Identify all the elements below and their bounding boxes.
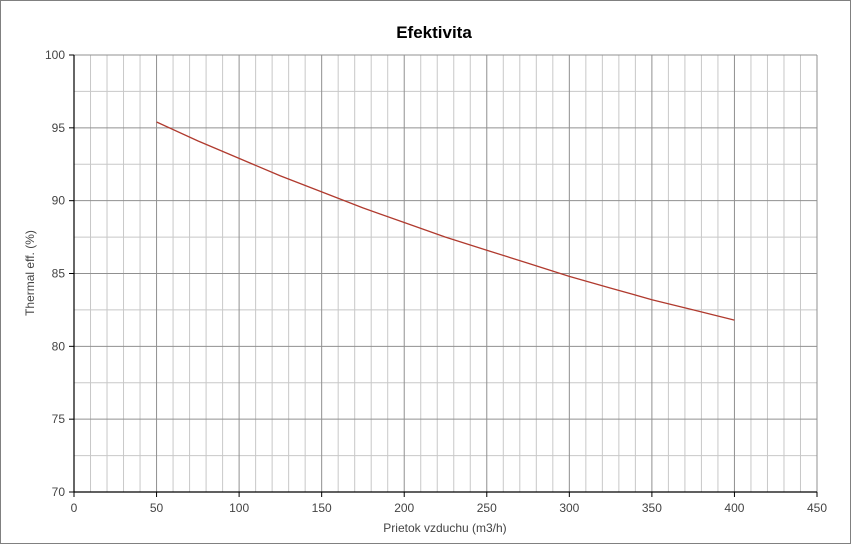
y-tick-label: 85	[52, 267, 66, 281]
y-tick-label: 75	[52, 412, 66, 426]
x-tick-label: 50	[150, 501, 164, 515]
y-tick-label: 100	[45, 48, 65, 62]
x-tick-label: 250	[477, 501, 497, 515]
y-tick-label: 70	[52, 485, 66, 499]
axes	[69, 54, 818, 497]
x-tick-label: 350	[642, 501, 662, 515]
y-tick-label: 80	[52, 339, 66, 353]
x-tick-label: 150	[312, 501, 332, 515]
x-tick-label: 200	[394, 501, 414, 515]
x-tick-label: 450	[807, 501, 827, 515]
chart-title: Efektivita	[396, 23, 472, 42]
x-axis-label: Prietok vzduchu (m3/h)	[383, 521, 506, 535]
x-tick-label: 300	[559, 501, 579, 515]
y-axis-label: Thermal eff. (%)	[23, 230, 37, 316]
x-tick-label: 100	[229, 501, 249, 515]
grid-major	[74, 54, 818, 492]
series-layer	[156, 121, 735, 321]
x-tick-label: 400	[724, 501, 744, 515]
x-tick-label: 0	[71, 501, 78, 515]
y-tick-labels: 70 75 80 85 90 95 100	[45, 48, 65, 499]
y-tick-label: 95	[52, 121, 66, 135]
x-tick-labels: 0 50 100 150 200 250 300 350 400 450	[71, 501, 828, 515]
y-tick-label: 90	[52, 194, 66, 208]
series-line	[156, 121, 735, 321]
